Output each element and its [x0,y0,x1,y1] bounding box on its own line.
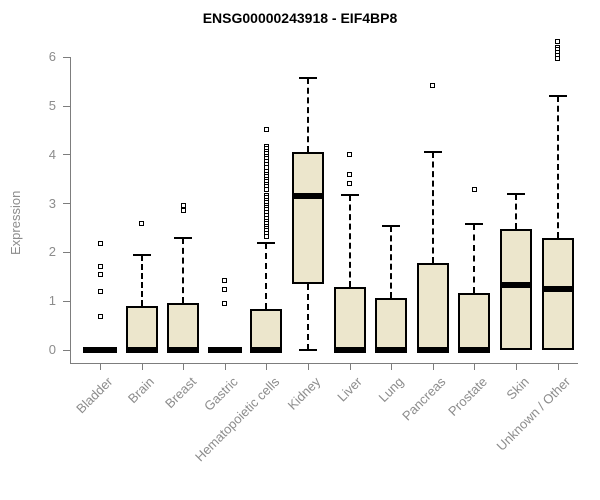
median-line [207,347,242,353]
y-tick-mark [63,154,70,156]
x-axis-line [70,363,578,364]
x-tick-mark [183,363,185,370]
x-tick-mark [516,363,517,370]
median-line [250,347,283,353]
outlier-point [347,172,353,178]
y-tick-label: 5 [48,98,56,113]
outlier-point [347,180,353,186]
chart-title: ENSG00000243918 - EIF4BP8 [202,10,398,26]
outlier-point [139,220,145,226]
box-unknown-other [541,238,574,350]
box-kidney [292,152,324,285]
box-pancreas [416,263,449,350]
median-line [500,282,532,289]
x-tick-mark [308,363,309,370]
outlier-point [97,314,103,320]
whisker-line-top [182,238,185,304]
x-tick-mark [432,363,434,370]
box-prostate [458,293,491,350]
whisker-line-top [515,193,517,230]
outlier-point [97,289,103,295]
whisker-line-top [556,95,559,239]
median-line [167,347,200,353]
outlier-point [555,56,561,62]
outlier-point [263,127,269,133]
median-line [416,347,449,353]
x-category-label: Gastric [200,374,241,414]
median-line [333,347,366,353]
box-liver [333,286,366,350]
outlier-point [471,187,477,193]
outlier-point [430,82,436,88]
x-category-label: Breast [161,374,199,412]
box-lung [375,298,408,350]
median-line [541,285,574,292]
outlier-point [263,187,269,193]
x-category-label: Prostate [445,374,491,419]
outlier-point [222,287,228,293]
outlier-point [347,152,353,158]
x-tick-mark [391,363,393,370]
y-tick-mark [63,349,70,351]
x-category-label: Brain [125,374,158,407]
y-tick-mark [63,203,70,205]
y-tick-mark [63,300,70,302]
y-tick-mark [63,56,70,58]
x-tick-mark [100,363,101,370]
outlier-point [263,234,269,240]
y-tick-label: 6 [48,49,56,65]
y-tick-label: 1 [48,293,56,309]
y-axis-title: Expression [8,190,23,255]
box-brain [125,305,158,350]
whisker-line-top [307,78,309,153]
x-tick-mark [266,363,268,370]
x-category-label: Skin [503,374,532,403]
y-tick-label: 3 [48,195,56,211]
whisker-line-bottom [307,284,309,350]
box-skin [500,229,532,350]
whisker-line-top [140,254,143,306]
outlier-point [222,300,228,306]
x-category-label: Lung [375,374,407,406]
x-tick-mark [141,363,143,370]
median-line [83,347,117,353]
whisker-cap-bottom [299,349,317,351]
outlier-point [97,240,103,246]
whisker-line-top [348,194,351,287]
whisker-line-top [431,151,434,264]
box-hematopoietic-cells [250,309,283,350]
x-category-label: Kidney [284,374,324,413]
outlier-point [97,272,103,278]
outlier-point [180,208,186,214]
x-category-label: Bladder [73,374,116,417]
y-tick-label: 2 [48,244,56,260]
outlier-point [555,39,561,45]
x-category-label: Unknown / Other [493,374,574,454]
median-line [375,347,408,353]
x-category-label: Liver [334,374,366,405]
outlier-point [180,203,186,209]
y-tick-mark [63,251,70,253]
x-tick-mark [474,363,476,370]
whisker-line-top [265,243,268,309]
y-tick-label: 0 [48,342,56,357]
outlier-point [97,264,103,270]
whisker-line-top [473,224,476,294]
y-tick-label: 4 [48,146,56,162]
x-tick-mark [224,363,226,370]
x-category-label: Pancreas [398,374,449,424]
median-line [292,192,324,199]
median-line [458,347,491,353]
box-breast [167,303,200,350]
x-tick-mark [349,363,351,370]
x-tick-mark [557,363,559,370]
outlier-point [222,277,228,283]
y-axis-line [70,57,71,363]
y-tick-mark [63,105,70,107]
median-line [125,347,158,353]
whisker-line-top [390,226,393,299]
